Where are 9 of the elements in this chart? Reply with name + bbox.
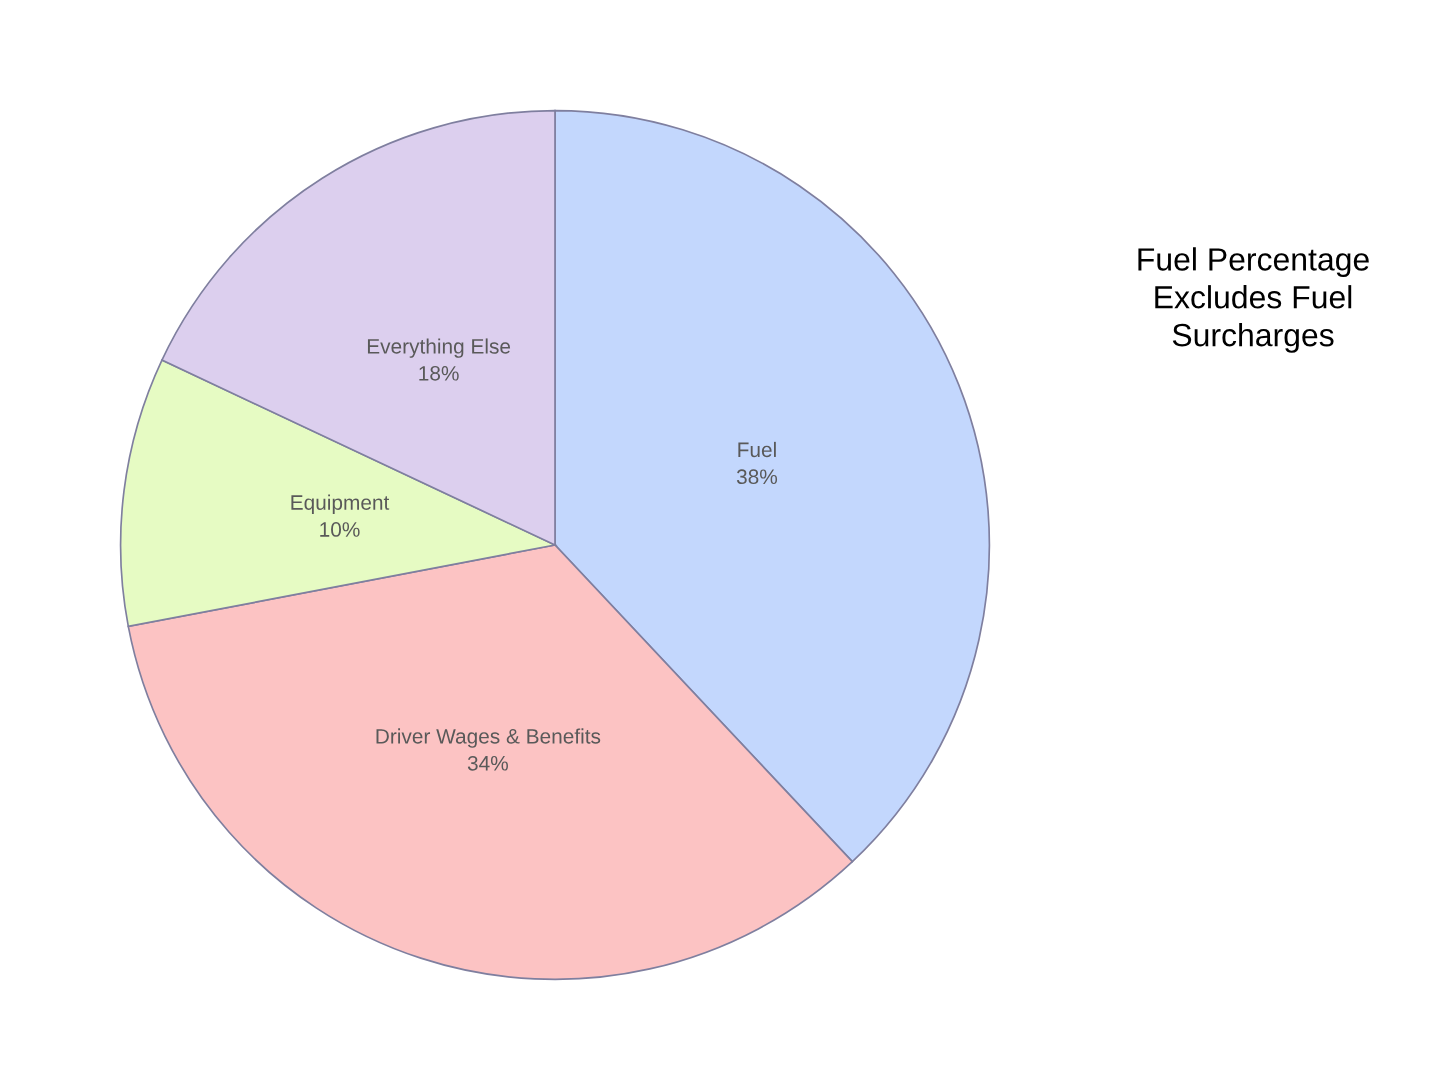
slice-label: Fuel [738,441,776,458]
slice-label: Everything Else [367,338,511,358]
slice-label: Equipment [291,494,390,514]
text: Fuel Percentage Excludes Fuel Surcharges [1138,247,1369,353]
data-label: 10% [320,522,360,537]
data-label: 34% [467,755,508,771]
slice-label: Driver Wages & Benefits [376,728,601,748]
data-label: 18% [419,365,459,381]
data-label: 38% [736,469,778,485]
